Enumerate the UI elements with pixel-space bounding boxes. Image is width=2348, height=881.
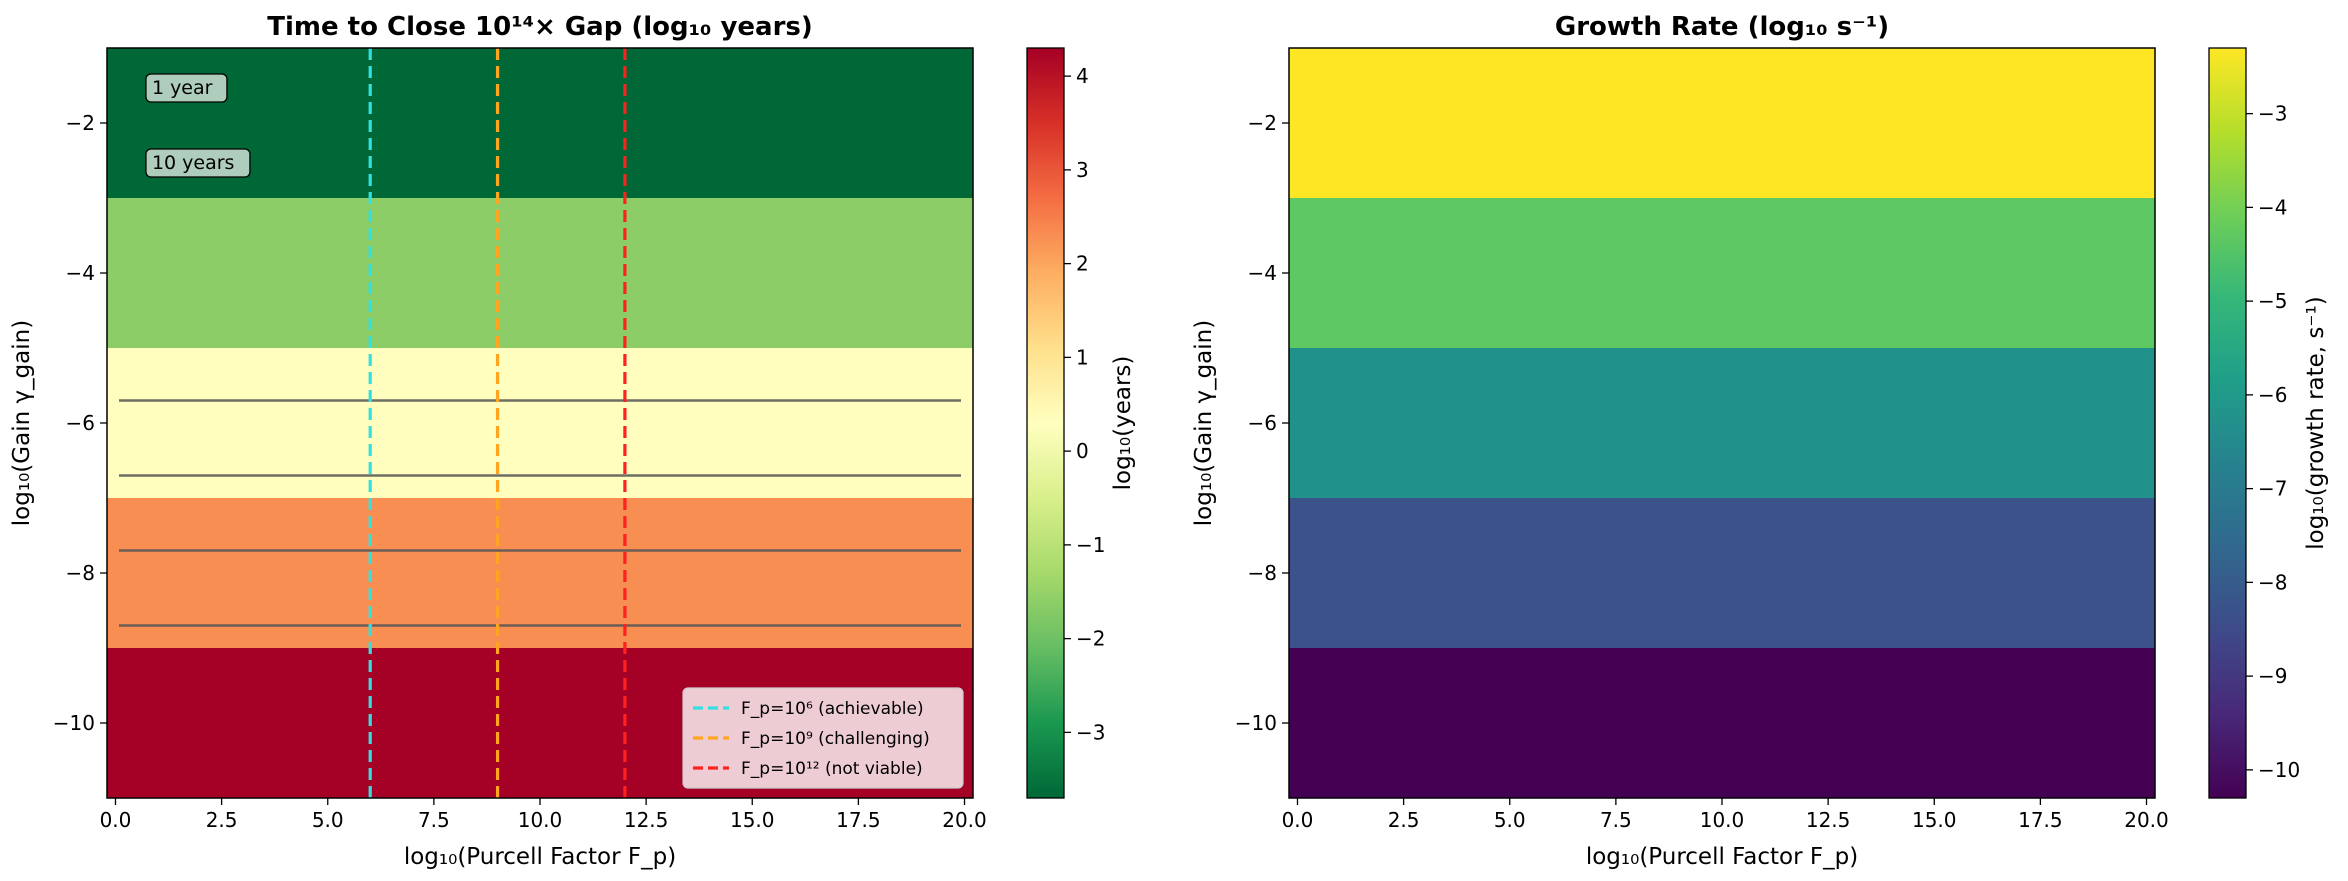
legend-label: F_p=10¹² (not viable) <box>741 759 923 779</box>
legend-label: F_p=10⁹ (challenging) <box>741 729 930 749</box>
heatmap-band <box>107 498 973 648</box>
y-tick-label: −4 <box>66 261 95 285</box>
x-tick-label: 0.0 <box>1282 808 1314 832</box>
colorbar-tick-label: −6 <box>2258 383 2287 407</box>
colorbar-tick-label: −4 <box>2258 195 2287 219</box>
x-tick-label: 10.0 <box>1700 808 1745 832</box>
y-tick-label: −2 <box>66 111 95 135</box>
annotation-text: 10 years <box>152 152 235 174</box>
y-tick-label: −8 <box>1248 561 1277 585</box>
heatmap-band <box>1289 48 2155 198</box>
colorbar-tick-label: 0 <box>1076 439 1089 463</box>
x-tick-label: 20.0 <box>942 808 987 832</box>
chart-title: Time to Close 10¹⁴× Gap (log₁₀ years) <box>267 12 813 42</box>
x-tick-label: 20.0 <box>2124 808 2169 832</box>
x-tick-label: 15.0 <box>730 808 775 832</box>
heatmap-band <box>107 348 973 498</box>
colorbar <box>1026 47 1065 799</box>
y-tick-label: −2 <box>1248 111 1277 135</box>
growth-rate-heatmap: 0.0 2.5 5.0 7.5 10.0 12.5 15.0 17.5 20.0 −2 −4 −6 −8… <box>1191 12 2329 870</box>
colorbar-tick-label: 1 <box>1076 345 1089 369</box>
colorbar-tick-label: 4 <box>1076 64 1089 88</box>
x-tick-label: 17.5 <box>836 808 881 832</box>
x-tick-label: 2.5 <box>1388 808 1420 832</box>
y-axis-label: log₁₀(Gain γ_gain) <box>1191 320 1217 526</box>
y-tick-label: −4 <box>1248 261 1277 285</box>
colorbar-tick-label: −3 <box>1076 720 1105 744</box>
x-tick-label: 7.5 <box>418 808 450 832</box>
heatmap-band <box>107 198 973 348</box>
colorbar-label: log₁₀(years) <box>1110 356 1136 491</box>
colorbar-tick-label: 2 <box>1076 252 1089 276</box>
x-tick-label: 0.0 <box>100 808 132 832</box>
x-axis-label: log₁₀(Purcell Factor F_p) <box>404 844 676 870</box>
x-tick-label: 10.0 <box>518 808 563 832</box>
heatmap-band <box>1289 648 2155 798</box>
colorbar-tick-label: −7 <box>2258 477 2287 501</box>
colorbar-tick-label: −10 <box>2258 758 2300 782</box>
time-to-close-heatmap: 1 year 10 years 0.0 2.5 5.0 7.5 10.0 12.5 15.0 17… <box>9 12 1136 870</box>
heatmap-band <box>1289 348 2155 498</box>
y-tick-label: −10 <box>1235 711 1277 735</box>
x-tick-label: 5.0 <box>1494 808 1526 832</box>
legend-box <box>682 687 964 789</box>
annotation-text: 1 year <box>152 77 213 99</box>
annotation-box <box>145 73 228 103</box>
heatmap-band <box>1289 498 2155 648</box>
colorbar-label: log₁₀(growth rate, s⁻¹) <box>2303 296 2329 549</box>
y-tick-label: −8 <box>66 561 95 585</box>
colorbar-tick-label: −2 <box>1076 627 1105 651</box>
colorbar-tick-label: 3 <box>1076 158 1089 182</box>
heatmap-band <box>1289 198 2155 348</box>
y-axis-label: log₁₀(Gain γ_gain) <box>9 320 35 526</box>
x-axis-label: log₁₀(Purcell Factor F_p) <box>1586 844 1858 870</box>
x-tick-label: 12.5 <box>1806 808 1851 832</box>
heatmap-band <box>107 48 973 198</box>
annotation-box <box>145 148 251 178</box>
x-tick-label: 2.5 <box>206 808 238 832</box>
legend-label: F_p=10⁶ (achievable) <box>741 699 924 719</box>
x-tick-label: 5.0 <box>312 808 344 832</box>
colorbar-tick-label: −5 <box>2258 289 2287 313</box>
x-tick-label: 12.5 <box>624 808 669 832</box>
chart-title: Growth Rate (log₁₀ s⁻¹) <box>1555 12 1889 42</box>
x-tick-label: 17.5 <box>2018 808 2063 832</box>
x-tick-label: 15.0 <box>1912 808 1957 832</box>
y-tick-label: −10 <box>53 711 95 735</box>
colorbar-tick-label: −9 <box>2258 664 2287 688</box>
colorbar-tick-label: −8 <box>2258 570 2287 594</box>
colorbar-tick-label: −1 <box>1076 533 1105 557</box>
colorbar-tick-label: −3 <box>2258 102 2287 126</box>
colorbar <box>2208 47 2247 799</box>
y-tick-label: −6 <box>66 411 95 435</box>
x-tick-label: 7.5 <box>1600 808 1632 832</box>
y-tick-label: −6 <box>1248 411 1277 435</box>
